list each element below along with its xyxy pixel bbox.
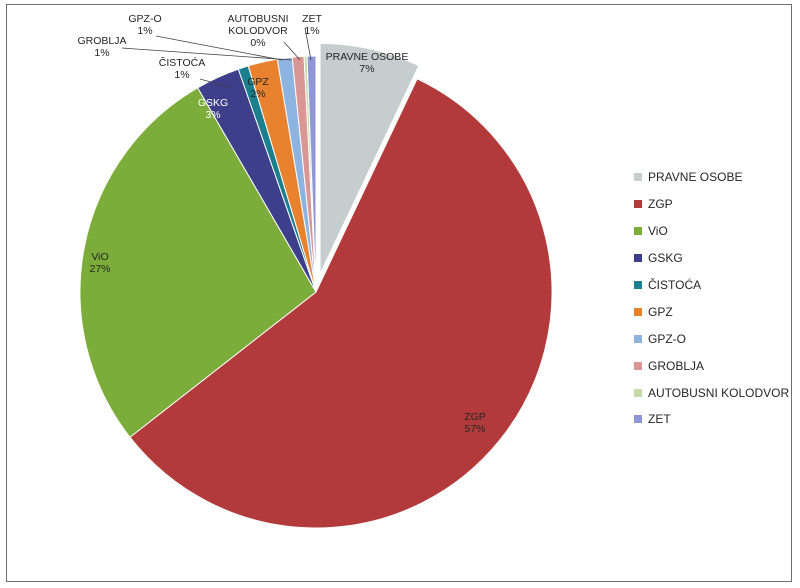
legend-item-autobusni-kolodvor: AUTOBUSNI KOLODVOR xyxy=(634,379,789,406)
legend-swatch xyxy=(634,307,642,316)
data-label-gpz: GPZ 2% xyxy=(247,76,269,100)
legend-swatch xyxy=(634,227,642,236)
legend-swatch xyxy=(634,388,642,397)
legend-swatch xyxy=(634,173,642,182)
pie-slice-vio xyxy=(79,87,317,438)
legend-label: ZGP xyxy=(648,197,673,212)
legend-label: ZET xyxy=(648,412,671,427)
leader-line-gpz-o xyxy=(155,35,283,61)
legend-item-pravne-osobe: PRAVNE OSOBE xyxy=(634,164,789,191)
legend-swatch xyxy=(634,334,642,343)
data-label-gskg: GSKG 3% xyxy=(198,97,228,121)
data-label-vio: ViO 27% xyxy=(89,251,110,275)
leader-line-autobusni-kolodvor xyxy=(283,41,301,61)
leader-line-cistoca xyxy=(199,78,233,89)
legend-label: GPZ xyxy=(648,304,673,319)
legend-swatch xyxy=(634,361,642,370)
legend-swatch xyxy=(634,200,642,209)
legend-label: PRAVNE OSOBE xyxy=(648,170,743,185)
legend-label: ČISTOĆA xyxy=(648,278,702,292)
legend-item-gskg: GSKG xyxy=(634,245,789,272)
data-label-zet: ZET 1% xyxy=(302,13,322,37)
legend-label: ViO xyxy=(648,224,668,239)
legend-swatch xyxy=(634,415,642,424)
legend-label: GPZ-O xyxy=(648,331,686,346)
data-label-gpz-o: GPZ-O 1% xyxy=(128,13,161,37)
legend-item-cistoca: ČISTOĆA xyxy=(634,272,789,299)
legend-item-gpz: GPZ xyxy=(634,298,789,325)
leader-line-zet xyxy=(304,27,312,61)
legend-label: AUTOBUSNI KOLODVOR xyxy=(648,385,790,400)
data-label-cistoca: ČISTOĆA 1% xyxy=(159,56,205,81)
legend-item-zet: ZET xyxy=(634,406,789,433)
legend-swatch xyxy=(634,254,642,263)
data-label-autobusni-kolodvor: AUTOBUSNI KOLODVOR 0% xyxy=(227,13,288,49)
legend-item-gpz-o: GPZ-O xyxy=(634,325,789,352)
data-label-pravne-osobe: PRAVNE OSOBE 7% xyxy=(326,51,409,75)
leader-line-groblja xyxy=(121,47,293,61)
pie-slice-zet xyxy=(306,55,317,293)
legend-label: GROBLJA xyxy=(648,358,705,373)
data-label-groblja: GROBLJA 1% xyxy=(77,35,126,59)
pie-slice-zgp xyxy=(129,78,553,529)
legend-swatch xyxy=(634,281,642,289)
legend-item-vio: ViO xyxy=(634,218,789,245)
chart-legend: PRAVNE OSOBE ZGP ViO GSKG ČISTOĆA GPZ GPZ-O GRO… xyxy=(634,164,789,433)
data-label-zgp: ZGP 57% xyxy=(464,411,486,435)
pie-slice-pravne-osobe xyxy=(317,40,423,279)
legend-item-groblja: GROBLJA xyxy=(634,352,789,379)
legend-label: GSKG xyxy=(648,251,683,266)
legend-item-zgp: ZGP xyxy=(634,191,789,218)
